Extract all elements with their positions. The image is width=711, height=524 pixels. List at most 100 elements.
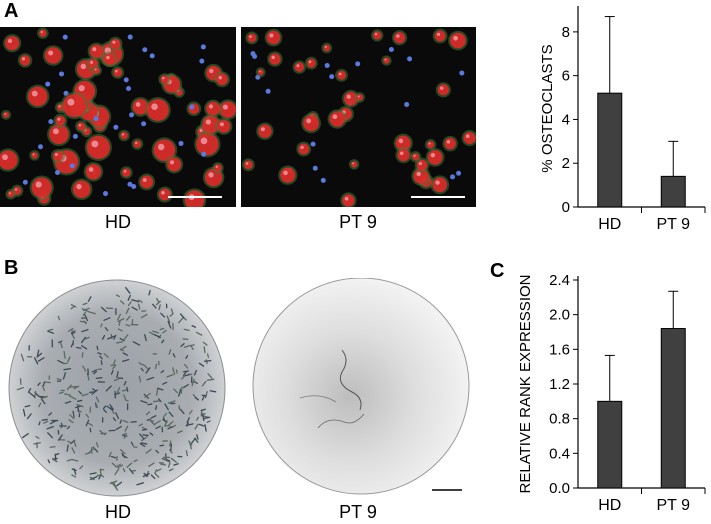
resorption-pit — [69, 385, 78, 388]
resorption-pit — [95, 403, 98, 409]
cell-nuclei — [357, 95, 360, 98]
cell-nuclei — [446, 140, 451, 144]
resorption-pit — [48, 412, 53, 416]
resorption-pit — [119, 300, 125, 305]
cell-body — [280, 167, 296, 183]
resorption-pit — [46, 425, 54, 430]
cell-body — [434, 30, 446, 42]
resorption-pit — [183, 371, 187, 376]
resorption-pit — [107, 335, 115, 340]
resorption-pit — [97, 352, 102, 355]
dapi-nucleus — [48, 119, 54, 125]
bar — [597, 92, 623, 208]
cell-nuclei — [91, 140, 99, 148]
well-hd-label: HD — [105, 502, 131, 522]
resorption-pit — [156, 468, 162, 472]
resorption-pit — [153, 400, 161, 403]
y-axis-label: RELATIVE RANK EXPRESSION — [517, 275, 534, 494]
y-tick-label: 8 — [562, 24, 570, 41]
cell-body — [140, 175, 154, 189]
resorption-pit — [88, 311, 96, 315]
resorption-pit — [169, 449, 173, 454]
dapi-nucleus — [189, 104, 195, 110]
resorption-pit — [71, 474, 77, 478]
resorption-pit — [154, 363, 158, 370]
resorption-pit — [35, 435, 40, 440]
cell-body — [342, 194, 355, 207]
resorption-pit — [185, 422, 189, 427]
resorption-pit — [110, 455, 117, 459]
resorption-pit — [100, 360, 103, 365]
bar — [597, 400, 623, 489]
cell-body — [450, 32, 466, 49]
resorption-pit — [155, 300, 161, 306]
cell-nuclei — [352, 162, 355, 165]
cell-nuclei — [90, 60, 94, 64]
resorption-pit — [183, 344, 191, 348]
resorption-pit — [123, 434, 128, 439]
cell-body — [113, 68, 123, 77]
resorption-pit — [171, 424, 177, 429]
cell-nuclei — [161, 190, 165, 195]
resorption-pit — [200, 408, 206, 412]
resorption-pit — [203, 359, 212, 362]
cell-body — [110, 38, 121, 49]
cell-nuclei — [436, 32, 441, 36]
resorption-pit — [57, 315, 61, 321]
cell-nuclei — [14, 188, 18, 191]
cell-nuclei — [205, 119, 211, 125]
cell-nuclei — [112, 40, 116, 44]
cell-nuclei — [54, 153, 58, 157]
y-tick-label: 2 — [562, 155, 570, 172]
dapi-nucleus — [450, 174, 456, 180]
cell-body — [19, 55, 31, 66]
resorption-pit — [144, 334, 147, 342]
cell-nuclei — [324, 45, 327, 48]
y-tick-label: 2.0 — [549, 307, 570, 324]
resorption-pit — [196, 416, 199, 421]
y-tick-label: 4 — [562, 111, 570, 128]
resorption-pit — [150, 420, 156, 426]
resorption-pit — [71, 330, 76, 335]
cell-nuclei — [57, 117, 61, 121]
cell-nuclei — [115, 69, 118, 73]
resorption-pit — [73, 385, 80, 390]
resorption-pit — [71, 447, 76, 454]
resorption-pit — [100, 306, 107, 313]
resorption-pit — [122, 467, 126, 473]
resorption-pit — [193, 369, 197, 376]
resorption-pit — [125, 307, 130, 315]
resorption-pit — [150, 415, 157, 419]
cell-nuclei — [296, 64, 300, 68]
cell-body — [350, 161, 358, 168]
cell-body — [5, 36, 20, 51]
y-tick-label: 0.0 — [549, 480, 570, 497]
cell-nuclei — [92, 47, 97, 52]
cell-nuclei — [35, 181, 42, 188]
resorption-pit — [155, 425, 161, 430]
resorption-pit — [141, 428, 148, 431]
cell-body — [146, 99, 169, 121]
resorption-pit — [181, 375, 186, 380]
resorption-pit — [123, 380, 127, 386]
resorption-pit — [170, 443, 173, 452]
resorption-pit — [141, 426, 146, 430]
resorption-pit — [113, 359, 116, 365]
resorption-pit — [119, 419, 122, 424]
dapi-nucleus — [310, 141, 316, 147]
cell-nuclei — [428, 142, 431, 145]
resorption-pit — [121, 358, 130, 362]
resorption-pit — [206, 420, 211, 424]
cell-nuclei — [67, 98, 75, 106]
y-tick-label: 2.4 — [549, 272, 570, 289]
resorption-pit — [178, 388, 182, 397]
dapi-nucleus — [62, 34, 68, 40]
cell-body — [303, 115, 319, 132]
resorption-pit — [118, 319, 121, 326]
resorption-pit — [146, 376, 155, 381]
resorption-pit — [207, 372, 213, 379]
resorption-pit — [140, 367, 144, 372]
resorption-pit — [115, 425, 122, 431]
resorption-pit — [91, 388, 97, 392]
resorption-pit — [126, 315, 131, 321]
